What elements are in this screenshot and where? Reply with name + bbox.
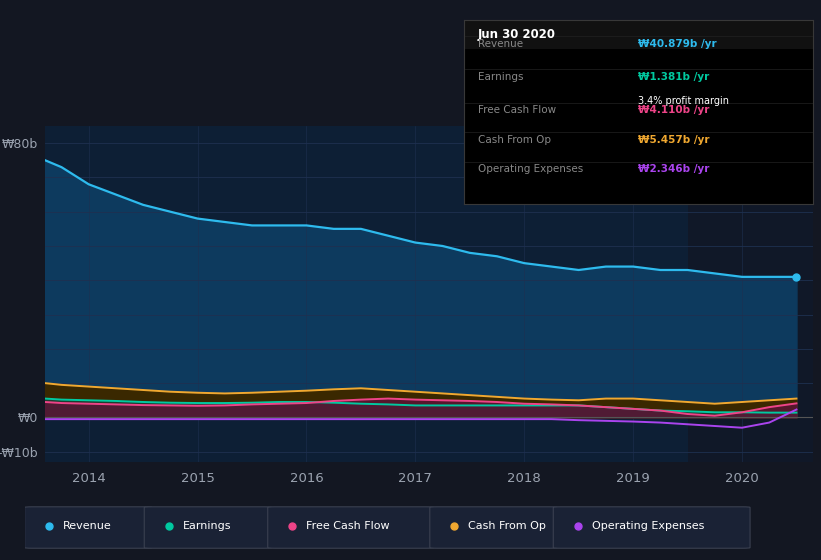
Bar <box>687 126 821 462</box>
FancyBboxPatch shape <box>144 507 272 548</box>
Bar <box>464 20 813 49</box>
Text: ₩1.381b /yr: ₩1.381b /yr <box>639 72 709 82</box>
Text: Operating Expenses: Operating Expenses <box>592 521 704 531</box>
FancyBboxPatch shape <box>553 507 750 548</box>
Text: Earnings: Earnings <box>478 72 523 82</box>
FancyBboxPatch shape <box>25 507 152 548</box>
FancyBboxPatch shape <box>430 507 557 548</box>
Text: Earnings: Earnings <box>183 521 232 531</box>
Text: Cash From Op: Cash From Op <box>478 135 551 144</box>
FancyBboxPatch shape <box>268 507 433 548</box>
Text: ₩4.110b /yr: ₩4.110b /yr <box>639 105 709 115</box>
Text: Operating Expenses: Operating Expenses <box>478 164 583 174</box>
Text: Revenue: Revenue <box>63 521 112 531</box>
Text: Free Cash Flow: Free Cash Flow <box>478 105 556 115</box>
Text: Revenue: Revenue <box>478 39 523 49</box>
Text: Jun 30 2020: Jun 30 2020 <box>478 28 556 41</box>
Text: ₩40.879b /yr: ₩40.879b /yr <box>639 39 717 49</box>
Text: 3.4% profit margin: 3.4% profit margin <box>639 96 729 106</box>
Text: ₩2.346b /yr: ₩2.346b /yr <box>639 164 709 174</box>
Text: ₩5.457b /yr: ₩5.457b /yr <box>639 135 710 144</box>
Text: Free Cash Flow: Free Cash Flow <box>306 521 390 531</box>
Text: Cash From Op: Cash From Op <box>469 521 546 531</box>
